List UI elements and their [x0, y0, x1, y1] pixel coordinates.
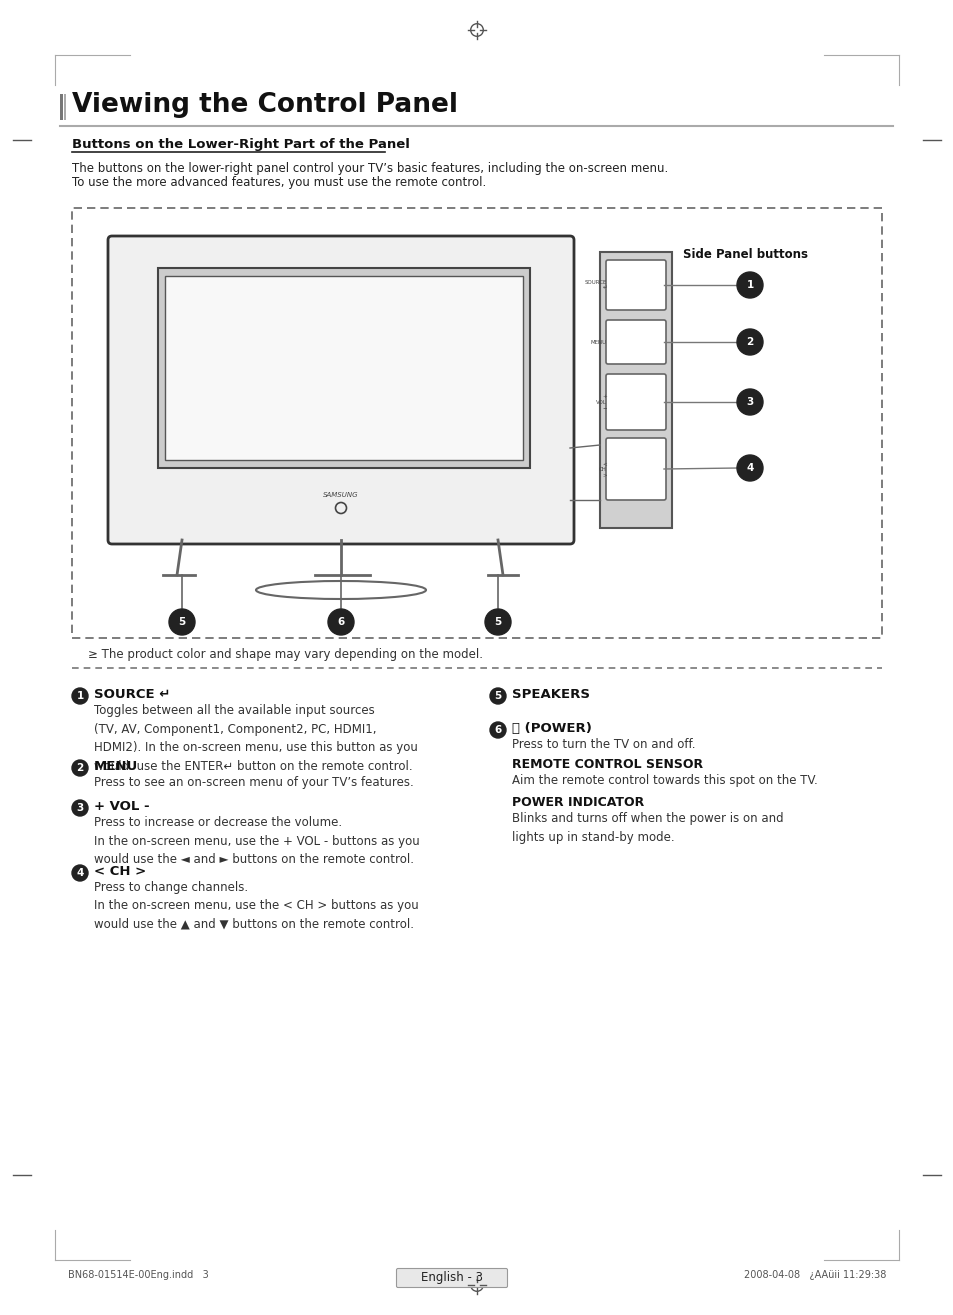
- Text: 2: 2: [745, 337, 753, 347]
- Text: Press to turn the TV on and off.: Press to turn the TV on and off.: [512, 738, 695, 751]
- Text: 6: 6: [337, 617, 344, 627]
- Circle shape: [169, 609, 194, 635]
- Text: 1: 1: [745, 280, 753, 291]
- Text: Buttons on the Lower-Right Part of the Panel: Buttons on the Lower-Right Part of the P…: [71, 138, 410, 151]
- Text: Press to see an on-screen menu of your TV’s features.: Press to see an on-screen menu of your T…: [94, 776, 414, 789]
- Text: 1: 1: [76, 690, 84, 701]
- Circle shape: [71, 760, 88, 776]
- Text: Side Panel buttons: Side Panel buttons: [682, 249, 807, 260]
- Text: 3: 3: [745, 397, 753, 408]
- Circle shape: [737, 389, 762, 416]
- Text: REMOTE CONTROL SENSOR: REMOTE CONTROL SENSOR: [512, 757, 702, 771]
- Text: + VOL -: + VOL -: [94, 800, 150, 813]
- Text: 5: 5: [178, 617, 186, 627]
- FancyBboxPatch shape: [605, 260, 665, 310]
- Bar: [64, 93, 66, 120]
- Bar: [599, 252, 671, 529]
- Text: ≥ The product color and shape may vary depending on the model.: ≥ The product color and shape may vary d…: [88, 648, 482, 661]
- Text: 6: 6: [494, 725, 501, 735]
- FancyBboxPatch shape: [605, 373, 665, 430]
- Text: SOURCE ↵: SOURCE ↵: [94, 688, 171, 701]
- Text: 2008-04-08   ¿AAüii 11:29:38: 2008-04-08 ¿AAüii 11:29:38: [742, 1270, 885, 1279]
- Circle shape: [490, 722, 505, 738]
- Text: < CH >: < CH >: [94, 865, 146, 878]
- Bar: [165, 276, 522, 460]
- Text: SPEAKERS: SPEAKERS: [512, 688, 589, 701]
- Circle shape: [71, 800, 88, 817]
- Bar: [60, 93, 63, 120]
- Text: 2: 2: [76, 763, 84, 773]
- Text: Blinks and turns off when the power is on and
lights up in stand-by mode.: Blinks and turns off when the power is o…: [512, 811, 782, 843]
- Text: 5: 5: [494, 690, 501, 701]
- Text: 5: 5: [494, 617, 501, 627]
- Text: SOURCE
↵: SOURCE ↵: [584, 280, 606, 291]
- Text: BN68-01514E-00Eng.indd   3: BN68-01514E-00Eng.indd 3: [68, 1270, 209, 1279]
- Text: MENU: MENU: [590, 339, 606, 345]
- Text: English - 3: English - 3: [420, 1272, 482, 1285]
- Circle shape: [71, 688, 88, 704]
- Circle shape: [328, 609, 354, 635]
- Text: 4: 4: [745, 463, 753, 473]
- Text: SAMSUNG: SAMSUNG: [323, 492, 358, 498]
- FancyBboxPatch shape: [108, 235, 574, 544]
- Text: The buttons on the lower-right panel control your TV’s basic features, including: The buttons on the lower-right panel con…: [71, 162, 667, 175]
- Text: ⏻ (POWER): ⏻ (POWER): [512, 722, 591, 735]
- Circle shape: [490, 688, 505, 704]
- Circle shape: [71, 865, 88, 881]
- Bar: [71, 208, 882, 638]
- Text: POWER INDICATOR: POWER INDICATOR: [512, 796, 643, 809]
- Text: 3: 3: [76, 803, 84, 813]
- Circle shape: [737, 329, 762, 355]
- Text: MENU: MENU: [94, 760, 138, 773]
- Text: 4: 4: [76, 868, 84, 878]
- Text: <
CH
>: < CH >: [598, 462, 606, 477]
- Text: To use the more advanced features, you must use the remote control.: To use the more advanced features, you m…: [71, 176, 486, 189]
- Bar: [158, 268, 530, 468]
- FancyBboxPatch shape: [396, 1269, 507, 1287]
- Text: Viewing the Control Panel: Viewing the Control Panel: [71, 92, 457, 118]
- Text: Aim the remote control towards this spot on the TV.: Aim the remote control towards this spot…: [512, 775, 817, 786]
- Text: Press to increase or decrease the volume.
In the on-screen menu, use the + VOL -: Press to increase or decrease the volume…: [94, 817, 419, 867]
- Text: Toggles between all the available input sources
(TV, AV, Component1, Component2,: Toggles between all the available input …: [94, 704, 417, 772]
- FancyBboxPatch shape: [605, 320, 665, 364]
- Text: +
VOL
−: + VOL −: [596, 394, 606, 410]
- Circle shape: [484, 609, 511, 635]
- Circle shape: [737, 272, 762, 299]
- FancyBboxPatch shape: [605, 438, 665, 500]
- Circle shape: [737, 455, 762, 481]
- Text: Press to change channels.
In the on-screen menu, use the < CH > buttons as you
w: Press to change channels. In the on-scre…: [94, 881, 418, 931]
